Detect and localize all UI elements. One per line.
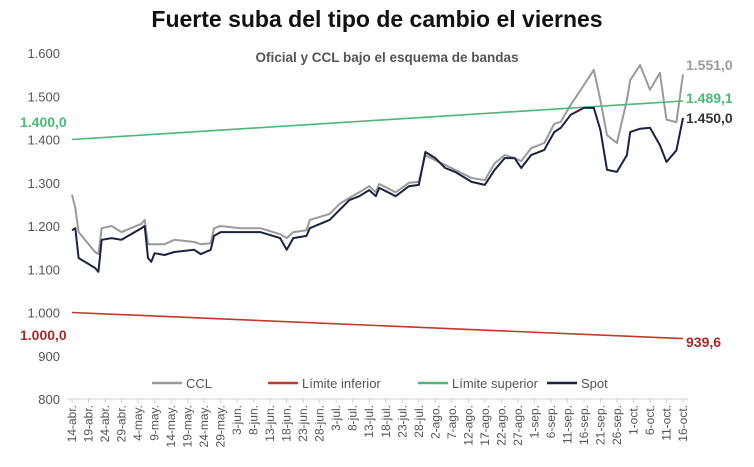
superior-end-label: 1.489,1	[686, 90, 733, 106]
inferior-start-label: 1.000,0	[20, 327, 67, 343]
legend-label: Límite inferior	[302, 376, 381, 391]
x-tick-label: 16-sep.	[577, 405, 591, 445]
legend-label: Spot	[581, 376, 608, 391]
x-tick-label: 29-may.	[214, 405, 228, 447]
x-tick-label: 9-may.	[148, 405, 162, 441]
x-tick-label: 28-jun.	[313, 405, 327, 442]
x-tick-label: 3-jun.	[230, 405, 244, 435]
x-tick-label: 6-sep.	[544, 405, 558, 438]
y-tick-label: 1.400	[27, 133, 60, 148]
x-tick-label: 19-may.	[181, 405, 195, 447]
x-tick-label: 26-sep.	[610, 405, 624, 445]
x-tick-label: 3-jul.	[329, 405, 343, 431]
x-tick-label: 18-jun.	[280, 405, 294, 442]
x-tick-label: 12-ago.	[461, 405, 475, 446]
x-tick-label: 1-oct.	[626, 405, 640, 435]
x-tick-label: 13-jul.	[362, 405, 376, 438]
x-tick-label: 28-jul.	[412, 405, 426, 438]
x-tick-label: 27-ago.	[511, 405, 525, 446]
series-spot-line	[71, 106, 684, 273]
x-tick-label: 8-jul.	[346, 405, 360, 431]
y-tick-label: 1.100	[27, 262, 60, 277]
x-tick-label: 24-abr.	[98, 405, 112, 442]
x-tick-label: 21-sep.	[593, 405, 607, 445]
x-tick-label: 4-may.	[131, 405, 145, 441]
x-tick-label: 11-oct.	[659, 405, 673, 441]
y-tick-label: 1.200	[27, 219, 60, 234]
ccl-end-label: 1.551,0	[686, 57, 733, 73]
y-tick-label: 1.300	[27, 176, 60, 191]
spot-end-label: 1.450,0	[686, 110, 733, 126]
superior-start-label: 1.400,0	[20, 114, 67, 130]
x-tick-label: 22-ago.	[494, 405, 508, 446]
x-tick-label: 23-jun.	[296, 405, 310, 442]
x-tick-label: 6-oct.	[643, 405, 657, 435]
y-tick-label: 1.000	[27, 306, 60, 321]
x-tick-label: 19-abr.	[82, 405, 96, 442]
x-tick-label: 14-may.	[164, 405, 178, 447]
inferior-end-label: 939,6	[686, 334, 721, 350]
x-tick-label: 24-may.	[197, 405, 211, 447]
legend-label: Límite superior	[452, 376, 539, 391]
x-tick-label: 8-jun.	[247, 405, 261, 435]
x-tick-label: 13-jun.	[263, 405, 277, 442]
series-l-mite-inferior-line	[71, 311, 684, 340]
x-tick-label: 23-jul.	[395, 405, 409, 438]
x-tick-label: 2-ago.	[428, 405, 442, 439]
x-tick-label: 1-sep.	[527, 405, 541, 438]
x-tick-label: 11-sep.	[560, 405, 574, 444]
x-tick-label: 17-ago.	[478, 405, 492, 446]
chart-title: Fuerte suba del tipo de cambio el vierne…	[151, 6, 603, 32]
x-tick-label: 14-abr.	[65, 405, 79, 442]
x-tick-label: 18-jul.	[379, 405, 393, 438]
y-tick-label: 1.600	[27, 46, 60, 61]
legend-label: CCL	[186, 376, 212, 391]
series-l-mite-superior-line	[71, 100, 684, 141]
y-tick-label: 800	[38, 392, 60, 407]
y-tick-label: 900	[38, 349, 60, 364]
series-ccl-line	[71, 64, 684, 256]
x-tick-label: 29-abr.	[115, 405, 129, 442]
y-tick-label: 1.500	[27, 89, 60, 104]
chart-subtitle: Oficial y CCL bajo el esquema de bandas	[255, 50, 519, 65]
x-tick-label: 7-ago.	[445, 405, 459, 439]
x-tick-label: 16-oct.	[676, 405, 690, 442]
